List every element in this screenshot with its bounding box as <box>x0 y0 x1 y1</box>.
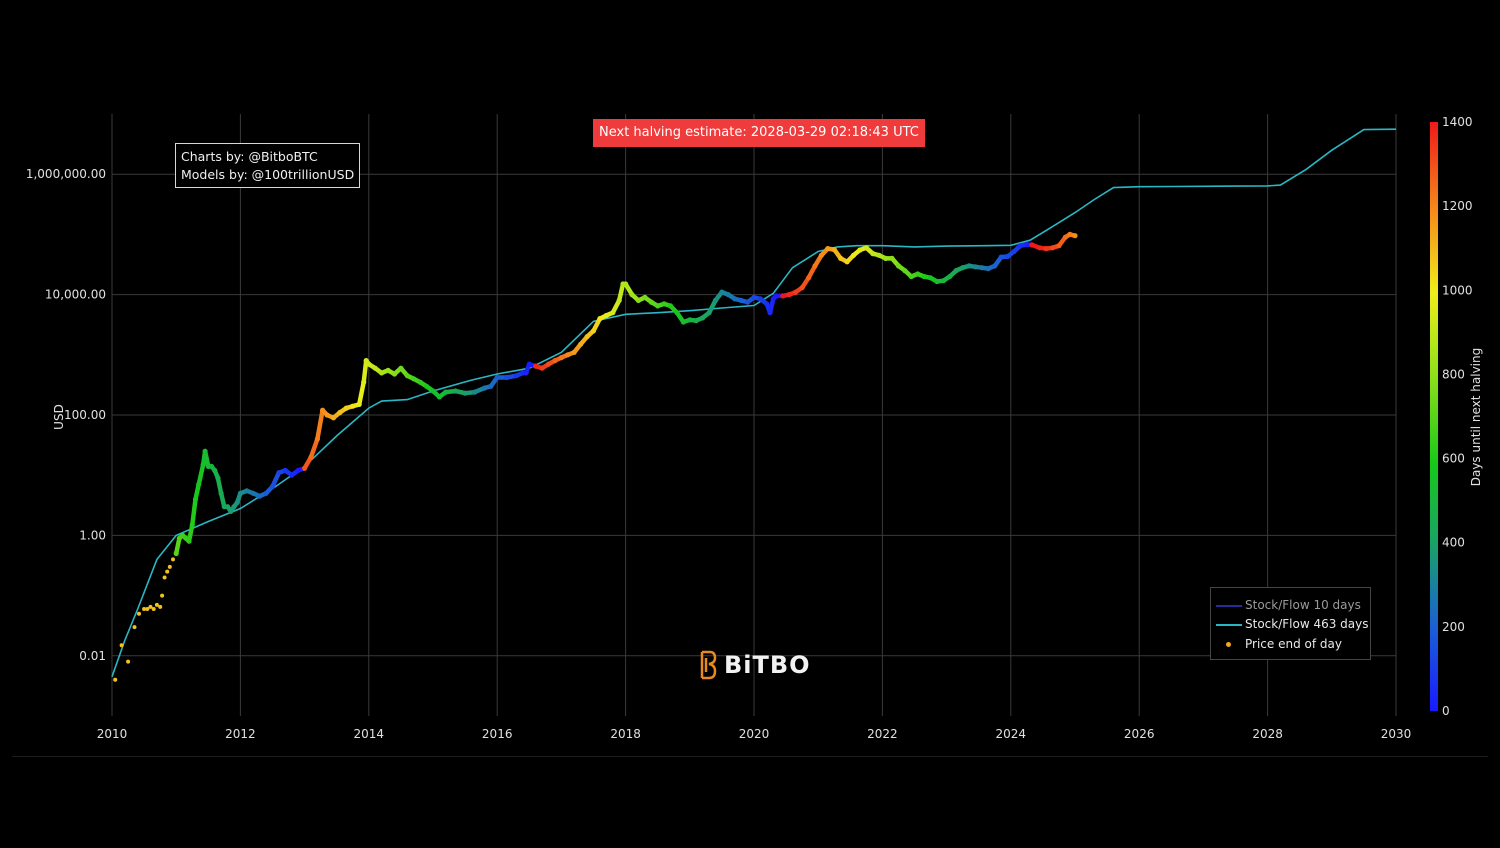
grid-lines <box>112 114 1396 716</box>
price-point <box>165 570 169 574</box>
y-axis-label: USD <box>52 402 66 432</box>
price-point <box>171 557 175 561</box>
price-point <box>120 643 124 647</box>
legend-dot-price <box>1226 642 1231 647</box>
credits-charts: Charts by: @BitboBTC <box>181 148 354 166</box>
legend-swatch-sf10 <box>1216 605 1242 607</box>
price-segment <box>192 499 195 525</box>
price-point <box>163 576 167 580</box>
price-series <box>113 232 1077 682</box>
bitbo-logo-text: BiTBO <box>724 650 811 680</box>
colorbar-tick-800: 800 <box>1442 367 1465 381</box>
x-tick-2028: 2028 <box>1252 727 1283 741</box>
x-tick-2030: 2030 <box>1381 727 1412 741</box>
colorbar-tick-400: 400 <box>1442 536 1465 550</box>
x-tick-2010: 2010 <box>97 727 128 741</box>
price-point <box>113 678 117 682</box>
price-point <box>168 565 172 569</box>
bitbo-logo: BiTBO <box>698 650 718 680</box>
legend-label-sf10: Stock/Flow 10 days <box>1245 597 1361 613</box>
colorbar-tick-1200: 1200 <box>1442 199 1473 213</box>
x-tick-2024: 2024 <box>996 727 1027 741</box>
price-segment <box>359 382 364 404</box>
price-point <box>160 594 164 598</box>
credits-box: Charts by: @BitboBTC Models by: @100tril… <box>175 143 360 188</box>
bitbo-b-icon <box>698 650 718 680</box>
legend-item-sf10[interactable]: Stock/Flow 10 days <box>1211 597 1370 615</box>
halving-estimate-banner: Next halving estimate: 2028-03-29 02:18:… <box>593 119 925 147</box>
x-tick-2026: 2026 <box>1124 727 1155 741</box>
colorbar-tick-200: 200 <box>1442 620 1465 634</box>
bottom-divider <box>12 756 1488 757</box>
x-axis-ticks: 2010 2012 2014 2016 2018 2020 2022 2024 2026 2028… <box>97 727 1412 741</box>
legend-label-price: Price end of day <box>1245 636 1342 652</box>
x-tick-2016: 2016 <box>482 727 513 741</box>
credits-models: Models by: @100trillionUSD <box>181 166 354 184</box>
colorbar-ticks: 0 200 400 600 800 1000 1200 1400 <box>1442 115 1473 718</box>
price-point <box>158 605 162 609</box>
x-tick-2022: 2022 <box>867 727 898 741</box>
legend-item-price[interactable]: Price end of day <box>1211 636 1370 654</box>
legend: Stock/Flow 10 days Stock/Flow 463 days P… <box>1210 587 1371 660</box>
price-segment <box>199 465 204 485</box>
colorbar <box>1430 122 1438 711</box>
price-point <box>126 660 130 664</box>
y-tick-1.00: 1.00 <box>79 528 106 542</box>
legend-swatch-sf463 <box>1216 624 1242 626</box>
colorbar-tick-1400: 1400 <box>1442 115 1473 129</box>
x-tick-2012: 2012 <box>225 727 256 741</box>
colorbar-tick-600: 600 <box>1442 452 1465 466</box>
price-point <box>152 607 156 611</box>
legend-item-sf463[interactable]: Stock/Flow 463 days <box>1211 616 1370 634</box>
legend-label-sf463: Stock/Flow 463 days <box>1245 616 1369 632</box>
price-point <box>137 612 141 616</box>
colorbar-label: Days until next halving <box>1469 337 1483 497</box>
price-point <box>1072 233 1077 238</box>
x-tick-2014: 2014 <box>354 727 385 741</box>
y-tick-1,000,000.00: 1,000,000.00 <box>26 167 106 181</box>
y-tick-100.00: 100.00 <box>64 408 106 422</box>
x-tick-2020: 2020 <box>739 727 770 741</box>
y-tick-0.01: 0.01 <box>79 649 106 663</box>
price-point <box>133 625 137 629</box>
colorbar-tick-0: 0 <box>1442 704 1450 718</box>
colorbar-tick-1000: 1000 <box>1442 283 1473 297</box>
y-tick-10,000.00: 10,000.00 <box>45 288 106 302</box>
x-tick-2018: 2018 <box>610 727 641 741</box>
